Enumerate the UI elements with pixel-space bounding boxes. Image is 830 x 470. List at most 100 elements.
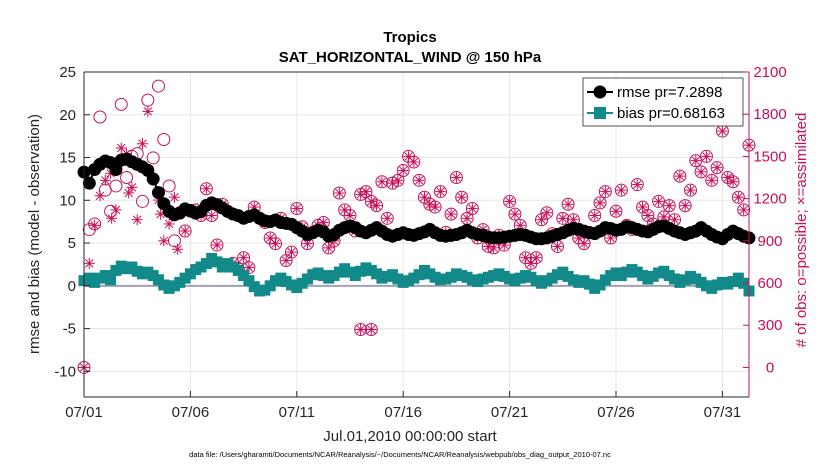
obs-assimilated-point xyxy=(142,105,154,117)
obs-possible-point xyxy=(146,151,160,165)
obs-assimilated-point xyxy=(243,262,255,273)
y-tick-label: 10 xyxy=(59,192,76,209)
obs-possible-point xyxy=(630,178,644,192)
obs-possible-point xyxy=(359,185,373,199)
obs-possible-point xyxy=(269,237,283,251)
legend-bias-marker xyxy=(594,107,606,119)
x-tick-label: 07/01 xyxy=(65,404,103,421)
obs-possible-point xyxy=(726,175,740,189)
obs-assimilated-point xyxy=(334,187,345,199)
obs-assimilated-point xyxy=(679,200,691,211)
obs-possible-point xyxy=(455,190,469,204)
obs-possible-point xyxy=(614,183,628,197)
y2-tick-label: 1200 xyxy=(753,191,786,208)
x-tick-label: 07/16 xyxy=(384,404,422,421)
obs-possible-point xyxy=(157,133,171,147)
obs-possible-point xyxy=(120,171,134,185)
obs-possible-point xyxy=(114,97,128,111)
axes-frame xyxy=(83,71,750,398)
obs-possible-point xyxy=(662,199,676,213)
obs-possible-point xyxy=(588,209,602,223)
obs-assimilated-point xyxy=(280,255,292,266)
obs-possible-point xyxy=(503,194,517,208)
obs-assimilated-point xyxy=(578,238,590,249)
obs-possible-point xyxy=(93,110,107,124)
obs-assimilated-point xyxy=(360,186,372,197)
obs-possible-point xyxy=(609,204,623,218)
obs-assimilated-point xyxy=(467,203,478,214)
obs-assimilated-point xyxy=(94,190,106,202)
x-axis-label: Jul.01,2010 00:00:00 start xyxy=(323,428,497,445)
obs-possible-point xyxy=(332,186,346,200)
x-tick-label: 07/11 xyxy=(279,404,315,421)
y2-tick-label: 300 xyxy=(757,317,782,334)
obs-assimilated-point xyxy=(179,225,191,237)
obs-assimilated-point xyxy=(711,162,723,173)
obs-assimilated-point xyxy=(366,196,377,207)
obs-possible-point xyxy=(136,194,150,208)
x-tick-label: 07/26 xyxy=(597,404,635,421)
obs-assimilated-point xyxy=(89,219,101,231)
obs-possible-point xyxy=(433,185,447,199)
y-axis-label: rmse and bias (model - observation) xyxy=(26,114,43,354)
obs-possible-point xyxy=(428,200,442,214)
obs-possible-point xyxy=(710,161,724,175)
obs-possible-point xyxy=(673,169,687,183)
obs-possible-point xyxy=(199,182,213,196)
y2-tick-label: 1500 xyxy=(753,148,786,165)
obs-assimilated-point xyxy=(99,174,111,186)
obs-possible-point xyxy=(151,79,165,93)
obs-possible-point xyxy=(593,196,607,210)
obs-assimilated-point xyxy=(653,196,664,207)
obs-assimilated-point xyxy=(717,125,728,137)
obs-assimilated-point xyxy=(674,170,686,182)
obs-possible-point xyxy=(210,238,224,252)
obs-assimilated-point xyxy=(137,138,149,150)
obs-possible-point xyxy=(370,199,384,213)
legend-bias-label: bias pr=0.68163 xyxy=(617,105,725,122)
legend-rmse-label: rmse pr=7.2898 xyxy=(617,84,722,101)
y-tick-label: 5 xyxy=(68,235,76,252)
rmse-point xyxy=(151,186,165,200)
obs-assimilated-point xyxy=(536,214,547,225)
obs-assimilated-point xyxy=(158,235,170,247)
obs-possible-point xyxy=(556,211,570,225)
obs-assimilated-point xyxy=(355,323,367,335)
legend-rmse-marker xyxy=(593,85,607,99)
obs-assimilated-point xyxy=(722,172,733,183)
obs-assimilated-point xyxy=(123,187,135,199)
obs-possible-point xyxy=(449,171,463,185)
x-tick-label: 07/21 xyxy=(491,404,529,421)
obs-assimilated-point xyxy=(637,201,648,213)
y-tick-label: -5 xyxy=(63,321,76,338)
y2-tick-label: 900 xyxy=(757,233,782,250)
obs-possible-point xyxy=(375,175,389,189)
obs-possible-point xyxy=(598,185,612,199)
obs-assimilated-point xyxy=(291,203,302,214)
obs-possible-point xyxy=(364,322,378,336)
obs-possible-point xyxy=(577,237,591,251)
obs-possible-point xyxy=(508,207,522,221)
obs-assimilated-point xyxy=(83,257,95,269)
obs-possible-point xyxy=(407,155,421,169)
obs-assimilated-point xyxy=(685,184,696,196)
obs-possible-point xyxy=(237,251,251,265)
obs-possible-point xyxy=(529,251,543,265)
obs-assimilated-point xyxy=(632,179,643,190)
obs-assimilated-point xyxy=(201,183,212,194)
obs-possible-point xyxy=(417,190,431,204)
obs-assimilated-point xyxy=(365,323,377,335)
y2-tick-label: 0 xyxy=(766,359,774,376)
obs-assimilated-point xyxy=(600,186,611,197)
obs-assimilated-point xyxy=(642,210,654,221)
obs-assimilated-point xyxy=(110,204,122,216)
footer-note: data file: /Users/gharamti/Documents/NCA… xyxy=(189,450,611,459)
obs-assimilated-point xyxy=(419,192,430,203)
obs-assimilated-point xyxy=(344,210,356,221)
y-tick-label: -10 xyxy=(54,363,76,380)
obs-assimilated-point xyxy=(690,155,701,166)
x-tick-label: 07/31 xyxy=(704,404,742,421)
obs-assimilated-point xyxy=(451,172,462,183)
obs-possible-point xyxy=(412,173,426,187)
